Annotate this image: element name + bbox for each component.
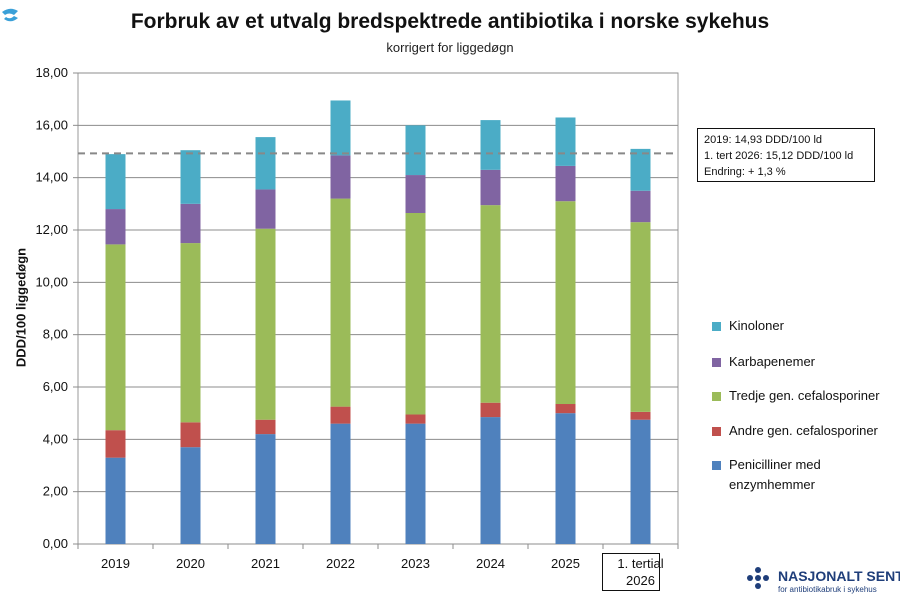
bar-segment: [330, 155, 351, 199]
y-tick-label: 14,00: [35, 170, 68, 185]
y-tick-label: 8,00: [43, 327, 68, 342]
bar-segment: [480, 205, 501, 403]
bar-segment: [630, 148, 651, 191]
x-tick-label: 2026: [626, 573, 655, 588]
legend-item-tredje-gen: Tredje gen. cefalosporiner: [712, 388, 880, 406]
info-line-2: 1. tert 2026: 15,12 DDD/100 ld: [704, 150, 854, 162]
corner-logo-icon: [2, 8, 18, 22]
bar-segment: [255, 189, 276, 229]
x-tick-label: 2024: [476, 556, 505, 571]
x-tick-label: 2021: [251, 556, 280, 571]
bar-segment: [630, 419, 651, 544]
bar-segment: [255, 137, 276, 190]
legend-swatch: [712, 322, 721, 331]
y-tick-label: 12,00: [35, 222, 68, 237]
legend-swatch: [712, 427, 721, 436]
bar-segment: [330, 198, 351, 407]
legend-label: Penicilliner med enzymhemmer: [729, 457, 821, 492]
y-tick-label: 10,00: [35, 274, 68, 289]
bar-segment: [630, 190, 651, 223]
bar-segment: [255, 419, 276, 435]
chart-subtitle: korrigert for liggedøgn: [386, 40, 514, 55]
y-tick-label: 6,00: [43, 379, 68, 394]
bar-segment: [180, 243, 201, 423]
legend-item-karbapenemer: Karbapenemer: [712, 354, 815, 372]
bar-segment: [105, 430, 126, 458]
bar-segment: [105, 244, 126, 431]
bar-segment: [330, 100, 351, 156]
brand-dots-icon: [747, 567, 769, 589]
bar-segment: [255, 228, 276, 420]
info-line-3: Endring: + 1,3 %: [704, 166, 786, 178]
legend-item-penicilliner: Penicilliner med enzymhemmer: [712, 457, 862, 495]
bar-segment: [180, 150, 201, 204]
legend-label: Tredje gen. cefalosporiner: [729, 388, 880, 403]
bar-segment: [555, 404, 576, 414]
x-tick-label: 1. tertial: [617, 556, 663, 571]
legend-item-kinoloner: Kinoloner: [712, 318, 784, 336]
y-tick-label: 2,00: [43, 484, 68, 499]
y-tick-label: 18,00: [35, 65, 68, 80]
y-tick-label: 16,00: [35, 117, 68, 132]
bar-segment: [405, 125, 426, 176]
x-tick-label: 2022: [326, 556, 355, 571]
legend-swatch: [712, 392, 721, 401]
bar-segment: [405, 175, 426, 213]
bar-segment: [555, 413, 576, 544]
brand-logo: NASJONALT SENTER for antibiotikabruk i s…: [744, 566, 900, 596]
x-tick-label: 2019: [101, 556, 130, 571]
legend-label: Kinoloner: [729, 318, 784, 333]
plot-area: [77, 72, 679, 545]
bar-segment: [180, 203, 201, 244]
bar-segment: [555, 165, 576, 202]
bar-segment: [405, 414, 426, 424]
info-box: 2019: 14,93 DDD/100 ld 1. tert 2026: 15,…: [697, 128, 875, 182]
bar-segment: [630, 222, 651, 412]
bar-segment: [105, 154, 126, 210]
brand-subtitle: for antibiotikabruk i sykehus: [778, 585, 877, 594]
bar-segment: [405, 212, 426, 415]
legend-label: Karbapenemer: [729, 354, 815, 369]
chart-title: Forbruk av et utvalg bredspektrede antib…: [130, 10, 770, 33]
legend-item-andre-gen: Andre gen. cefalosporiner: [712, 423, 878, 441]
y-tick-label: 0,00: [43, 536, 68, 551]
bar-segment: [180, 447, 201, 544]
x-tick-label: 2023: [401, 556, 430, 571]
bar-segment: [630, 411, 651, 420]
bar-segment: [480, 402, 501, 418]
bar-segment: [405, 423, 426, 544]
legend-swatch: [712, 358, 721, 367]
bar-segment: [330, 423, 351, 544]
brand-name: NASJONALT SENTER: [778, 568, 900, 584]
bar-segment: [480, 120, 501, 170]
info-line-1: 2019: 14,93 DDD/100 ld: [704, 134, 823, 146]
bar-segment: [180, 422, 201, 448]
x-tick-label: 2020: [176, 556, 205, 571]
last-category-frame: [602, 553, 660, 591]
bar-segment: [555, 117, 576, 166]
x-tick-label: 2025: [551, 556, 580, 571]
y-tick-label: 4,00: [43, 431, 68, 446]
bar-segment: [330, 406, 351, 424]
legend-label: Andre gen. cefalosporiner: [729, 423, 878, 438]
bar-segment: [105, 457, 126, 544]
bar-segment: [255, 434, 276, 544]
bar-segment: [555, 201, 576, 405]
legend-swatch: [712, 461, 721, 470]
bar-segment: [105, 209, 126, 245]
bar-segment: [480, 417, 501, 544]
bar-segment: [480, 169, 501, 206]
